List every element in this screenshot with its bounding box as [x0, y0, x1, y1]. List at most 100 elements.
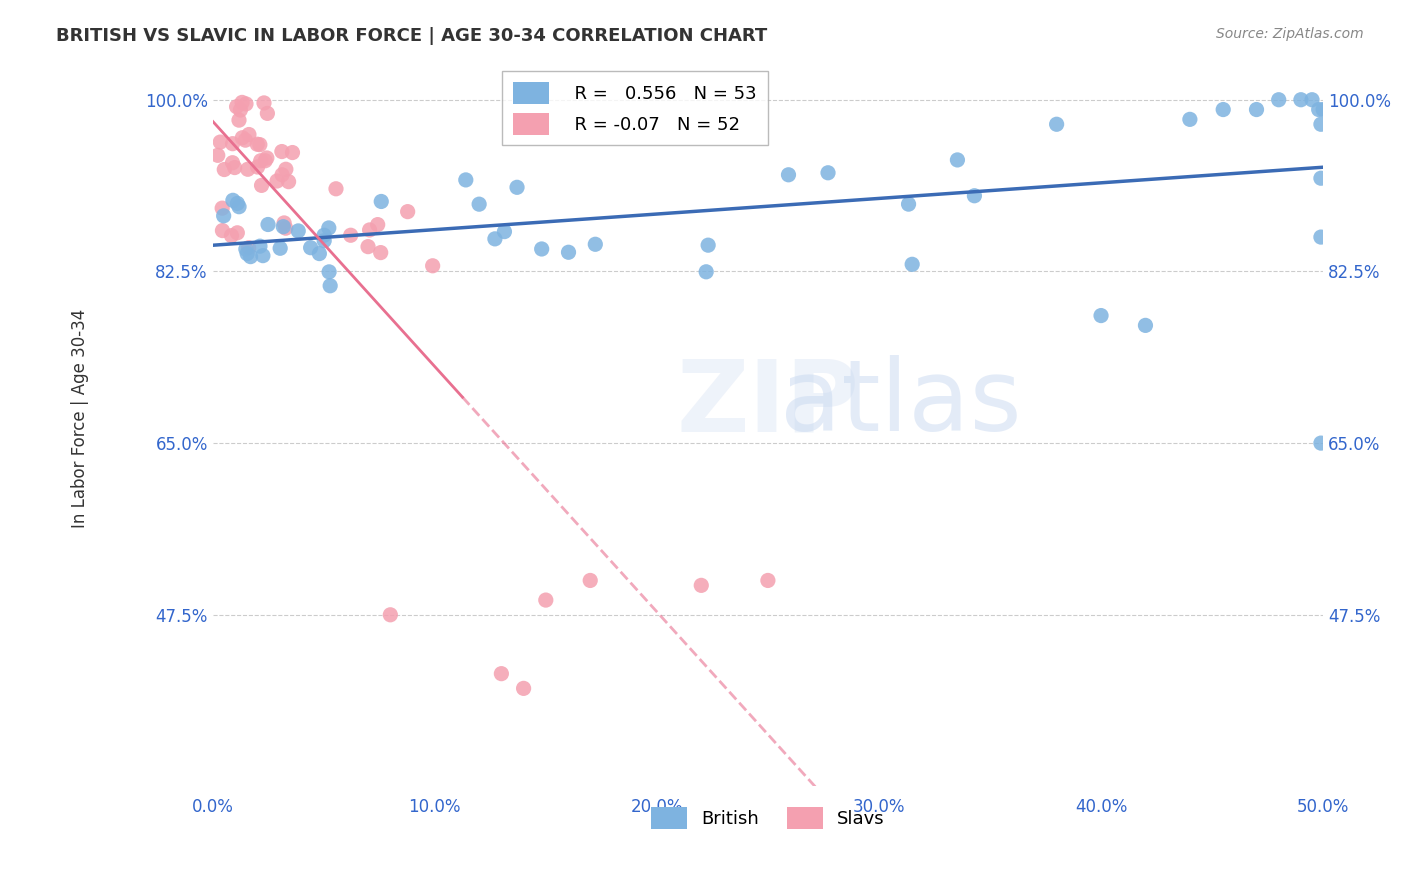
Point: [946, 153, 969, 167]
Point: [1178, 112, 1201, 127]
Point: [530, 242, 553, 256]
Y-axis label: In Labor Force | Age 30-34: In Labor Force | Age 30-34: [72, 309, 89, 528]
Point: [422, 259, 444, 273]
Point: [308, 246, 330, 260]
Point: [1267, 93, 1289, 107]
Point: [506, 180, 529, 194]
Point: [207, 148, 229, 162]
Point: [228, 200, 250, 214]
Point: [359, 223, 381, 237]
Point: [252, 249, 274, 263]
Point: [287, 224, 309, 238]
Point: [468, 197, 491, 211]
Point: [270, 145, 292, 159]
Point: [756, 574, 779, 588]
Point: [299, 241, 322, 255]
Point: [211, 223, 233, 237]
Point: [274, 221, 297, 235]
Point: [246, 160, 269, 174]
Point: [271, 168, 294, 182]
Point: [583, 237, 606, 252]
Point: [963, 188, 986, 202]
Point: [695, 265, 717, 279]
Point: [1289, 93, 1312, 107]
Point: [1212, 103, 1234, 117]
Point: [380, 607, 402, 622]
Point: [1090, 309, 1112, 323]
Point: [221, 228, 243, 243]
Point: [224, 161, 246, 175]
Point: [370, 245, 392, 260]
Point: [214, 162, 236, 177]
Point: [1301, 93, 1323, 107]
Point: [250, 178, 273, 193]
Point: [226, 226, 249, 240]
Point: [228, 113, 250, 128]
Point: [236, 246, 259, 260]
Point: [396, 204, 419, 219]
Point: [235, 96, 257, 111]
Point: [494, 225, 516, 239]
Point: [817, 166, 839, 180]
Point: [274, 162, 297, 177]
Point: [318, 221, 340, 235]
Point: [697, 238, 720, 252]
Point: [226, 196, 249, 211]
Point: [357, 240, 380, 254]
Point: [1309, 436, 1331, 450]
Point: [221, 136, 243, 151]
Text: ZIP: ZIP: [676, 355, 859, 452]
Point: [273, 216, 295, 230]
Point: [235, 133, 257, 147]
Point: [249, 153, 271, 168]
Point: [319, 278, 342, 293]
Point: [491, 666, 513, 681]
Point: [778, 168, 800, 182]
Point: [257, 218, 280, 232]
Point: [209, 135, 232, 149]
Point: [1309, 171, 1331, 186]
Point: [370, 194, 392, 209]
Text: BRITISH VS SLAVIC IN LABOR FORCE | AGE 30-34 CORRELATION CHART: BRITISH VS SLAVIC IN LABOR FORCE | AGE 3…: [56, 27, 768, 45]
Point: [256, 106, 278, 120]
Point: [1312, 103, 1334, 117]
Legend: British, Slavs: British, Slavs: [644, 800, 891, 837]
Point: [229, 103, 252, 117]
Point: [1308, 103, 1330, 117]
Point: [254, 153, 277, 168]
Point: [339, 228, 361, 243]
Point: [1309, 117, 1331, 131]
Point: [269, 241, 291, 255]
Point: [312, 228, 335, 243]
Point: [246, 137, 269, 152]
Point: [579, 574, 602, 588]
Point: [277, 175, 299, 189]
Point: [221, 155, 243, 169]
Point: [557, 245, 579, 260]
Point: [222, 194, 245, 208]
Point: [249, 239, 271, 253]
Point: [367, 218, 389, 232]
Point: [314, 234, 336, 248]
Point: [484, 232, 506, 246]
Point: [238, 128, 260, 142]
Point: [1246, 103, 1268, 117]
Point: [901, 257, 924, 271]
Point: [231, 130, 253, 145]
Point: [897, 197, 920, 211]
Point: [318, 265, 340, 279]
Point: [1135, 318, 1157, 333]
Point: [1309, 230, 1331, 244]
Point: [271, 219, 294, 234]
Point: [239, 250, 262, 264]
Point: [236, 162, 259, 177]
Point: [534, 593, 557, 607]
Point: [454, 173, 477, 187]
Point: [249, 137, 271, 152]
Point: [512, 681, 534, 696]
Point: [325, 182, 347, 196]
Point: [253, 95, 276, 110]
Point: [1046, 117, 1069, 131]
Point: [225, 100, 247, 114]
Point: [211, 201, 233, 215]
